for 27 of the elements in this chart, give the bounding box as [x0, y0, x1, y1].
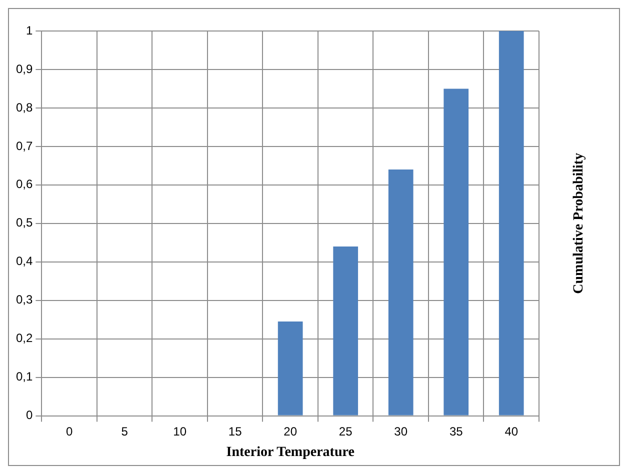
y-tick-label: 0,2 — [16, 331, 33, 346]
y-tick-label: 0,5 — [16, 216, 33, 230]
y-tick-label: 0,8 — [16, 100, 33, 114]
x-tick-label: 25 — [338, 424, 353, 438]
y-tick-label: 0,1 — [16, 370, 33, 384]
x-tick-label: 35 — [449, 424, 464, 438]
bar — [333, 246, 358, 416]
y-tick-label: 0 — [26, 408, 33, 422]
y-axis-title: Cumulative Probability — [572, 152, 587, 294]
y-tick-label: 1 — [26, 23, 33, 38]
y-tick-label: 0,3 — [16, 292, 33, 307]
y-tick-label: 0,6 — [16, 177, 33, 192]
bar — [444, 88, 469, 416]
x-axis-title: Interior Temperature — [226, 445, 354, 460]
x-tick-label: 10 — [173, 424, 187, 438]
x-tick-label: 15 — [228, 424, 242, 438]
x-tick-label: 40 — [504, 424, 518, 438]
x-tick-label: 20 — [284, 424, 298, 438]
bar — [388, 170, 414, 416]
x-tick-label: 30 — [394, 424, 408, 438]
bar — [498, 31, 524, 416]
y-tick-label: 0,9 — [16, 62, 33, 76]
y-tick-label: 0,7 — [16, 138, 33, 153]
x-tick-label: 5 — [121, 424, 128, 438]
bar — [278, 322, 303, 416]
y-tick-label: 0,4 — [16, 254, 33, 268]
x-tick-label: 0 — [66, 424, 73, 438]
